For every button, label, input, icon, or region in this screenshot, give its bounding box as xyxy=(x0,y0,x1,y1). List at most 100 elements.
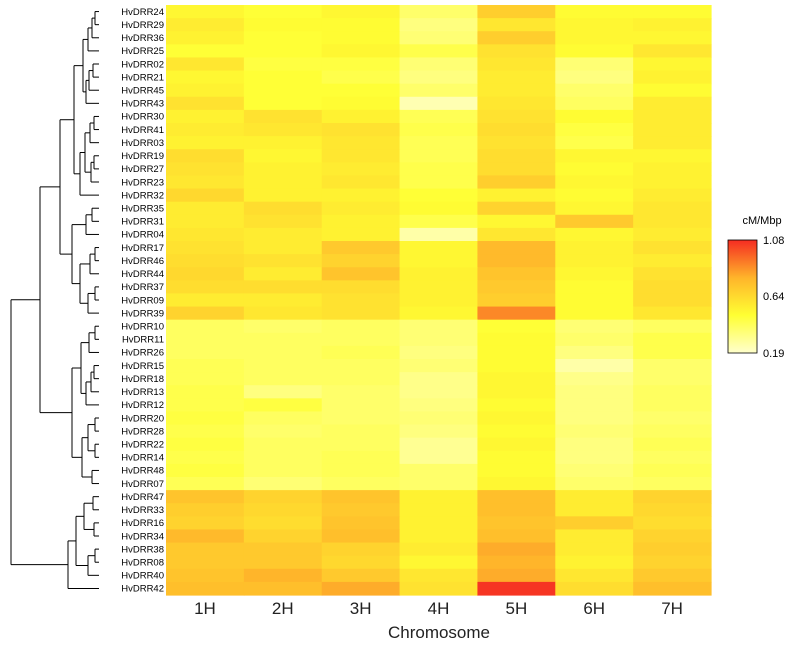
heatmap-cell-HvDRR22-3H xyxy=(321,437,401,452)
heatmap-cell-HvDRR35-1H xyxy=(166,201,245,216)
heatmap-cell-HvDRR16-6H xyxy=(555,516,634,531)
heatmap-cell-HvDRR09-1H xyxy=(166,293,245,308)
heatmap-cell-HvDRR28-1H xyxy=(166,424,245,439)
heatmap-cell-HvDRR47-6H xyxy=(555,490,634,504)
heatmap-cell-HvDRR42-5H xyxy=(477,581,556,596)
heatmap-cell-HvDRR39-5H xyxy=(477,306,556,321)
heatmap-cell-HvDRR38-5H xyxy=(477,542,556,557)
heatmap-cell-HvDRR38-1H xyxy=(166,542,245,557)
row-label: HvDRR21 xyxy=(121,72,164,83)
heatmap-cell-HvDRR37-3H xyxy=(321,280,401,295)
heatmap-cell-HvDRR08-6H xyxy=(555,555,634,570)
heatmap-cell-HvDRR35-4H xyxy=(399,201,479,216)
heatmap-cell-HvDRR37-7H xyxy=(633,280,712,295)
heatmap-cell-HvDRR02-3H xyxy=(321,57,401,72)
heatmap-cell-HvDRR02-4H xyxy=(399,57,479,72)
heatmap-cell-HvDRR35-6H xyxy=(555,201,634,216)
heatmap-cell-HvDRR09-6H xyxy=(555,293,634,308)
row-label: HvDRR25 xyxy=(121,46,164,57)
legend-tick-label: 0.64 xyxy=(763,291,784,303)
heatmap-cell-HvDRR20-6H xyxy=(555,411,634,426)
heatmap-cell-HvDRR04-7H xyxy=(633,227,712,242)
heatmap-cell-HvDRR42-6H xyxy=(555,581,634,596)
heatmap-cell-HvDRR29-2H xyxy=(243,18,323,32)
heatmap-cell-HvDRR37-2H xyxy=(243,280,323,295)
heatmap-cell-HvDRR17-6H xyxy=(555,241,634,255)
row-label: HvDRR22 xyxy=(121,440,164,451)
heatmap-cell-HvDRR17-2H xyxy=(243,241,323,255)
heatmap-cell-HvDRR12-2H xyxy=(243,398,323,413)
row-label: HvDRR17 xyxy=(121,243,164,254)
heatmap-cell-HvDRR15-5H xyxy=(477,359,556,373)
heatmap-cell-HvDRR07-3H xyxy=(321,477,401,491)
heatmap-cell-HvDRR41-3H xyxy=(321,123,401,137)
heatmap-cell-HvDRR33-4H xyxy=(399,503,479,517)
heatmap-cell-HvDRR07-7H xyxy=(633,477,712,491)
heatmap-cell-HvDRR40-5H xyxy=(477,568,556,583)
row-dendrogram xyxy=(10,11,99,589)
heatmap-cell-HvDRR04-1H xyxy=(166,227,245,242)
heatmap-cell-HvDRR17-3H xyxy=(321,241,401,255)
heatmap-cell-HvDRR07-1H xyxy=(166,477,245,491)
heatmap-cell-HvDRR30-4H xyxy=(399,109,479,124)
heatmap-cell-HvDRR31-4H xyxy=(399,214,479,229)
row-labels: HvDRR24 HvDRR29 HvDRR36 HvDRR25 HvDRR02 HvDRR… xyxy=(121,7,164,595)
heatmap-cell-HvDRR16-1H xyxy=(166,516,245,531)
heatmap-cell-HvDRR11-6H xyxy=(555,332,634,347)
heatmap-cell-HvDRR30-2H xyxy=(243,109,323,124)
heatmap-cell-HvDRR36-6H xyxy=(555,31,634,45)
heatmap-cell-HvDRR43-4H xyxy=(399,96,479,111)
heatmap-cell-HvDRR48-1H xyxy=(166,463,245,478)
heatmap-cell-HvDRR07-5H xyxy=(477,477,556,491)
heatmap-cell-HvDRR44-7H xyxy=(633,267,712,281)
heatmap-cell-HvDRR32-6H xyxy=(555,188,634,203)
heatmap-cell-HvDRR43-3H xyxy=(321,96,401,111)
heatmap-cell-HvDRR19-1H xyxy=(166,149,245,163)
heatmap-cell-HvDRR36-3H xyxy=(321,31,401,45)
heatmap-cell-HvDRR29-3H xyxy=(321,18,401,32)
heatmap-cell-HvDRR07-6H xyxy=(555,477,634,491)
heatmap-cell-HvDRR38-7H xyxy=(633,542,712,557)
heatmap-cell-HvDRR36-1H xyxy=(166,31,245,45)
row-label: HvDRR18 xyxy=(121,374,164,385)
heatmap-cell-HvDRR18-2H xyxy=(243,372,323,386)
row-label: HvDRR26 xyxy=(121,348,164,359)
heatmap-cell-HvDRR40-7H xyxy=(633,568,712,583)
row-label: HvDRR15 xyxy=(121,361,164,372)
heatmap-cell-HvDRR10-5H xyxy=(477,319,556,334)
heatmap-cell-HvDRR02-1H xyxy=(166,57,245,72)
row-label: HvDRR28 xyxy=(121,426,164,437)
heatmap-cell-HvDRR40-2H xyxy=(243,568,323,583)
heatmap-cell-HvDRR15-4H xyxy=(399,359,479,373)
heatmap-cell-HvDRR13-1H xyxy=(166,385,245,399)
heatmap-cell-HvDRR21-4H xyxy=(399,70,479,85)
heatmap-cell-HvDRR17-4H xyxy=(399,241,479,255)
heatmap-cell-HvDRR31-7H xyxy=(633,214,712,229)
legend-tick-label: 0.19 xyxy=(763,348,784,360)
heatmap-cell-HvDRR32-3H xyxy=(321,188,401,203)
heatmap-cell-HvDRR16-4H xyxy=(399,516,479,531)
heatmap-cell-HvDRR26-3H xyxy=(321,345,401,360)
heatmap-cell-HvDRR03-3H xyxy=(321,136,401,150)
legend-ticks: 1.08 0.64 0.19 xyxy=(763,235,784,360)
heatmap-cell-HvDRR03-1H xyxy=(166,136,245,150)
heatmap-cell-HvDRR40-3H xyxy=(321,568,401,583)
row-label: HvDRR48 xyxy=(121,466,164,477)
heatmap-cell-HvDRR15-6H xyxy=(555,359,634,373)
heatmap-cell-HvDRR13-3H xyxy=(321,385,401,399)
heatmap-cell-HvDRR18-3H xyxy=(321,372,401,386)
heatmap-cell-HvDRR25-7H xyxy=(633,44,712,59)
heatmap-cell-HvDRR14-5H xyxy=(477,450,556,465)
heatmap-cell-HvDRR34-1H xyxy=(166,529,245,544)
heatmap-cell-HvDRR22-2H xyxy=(243,437,323,452)
column-label: 7H xyxy=(661,599,683,618)
heatmap-cell-HvDRR27-7H xyxy=(633,162,712,177)
heatmap-cell-HvDRR23-4H xyxy=(399,175,479,190)
heatmap-cell-HvDRR43-1H xyxy=(166,96,245,111)
heatmap-cell-HvDRR40-1H xyxy=(166,568,245,583)
heatmap-cell-HvDRR23-3H xyxy=(321,175,401,190)
heatmap-cell-HvDRR20-5H xyxy=(477,411,556,426)
heatmap-cell-HvDRR28-3H xyxy=(321,424,401,439)
heatmap-cell-HvDRR46-2H xyxy=(243,254,323,268)
heatmap-cell-HvDRR38-6H xyxy=(555,542,634,557)
